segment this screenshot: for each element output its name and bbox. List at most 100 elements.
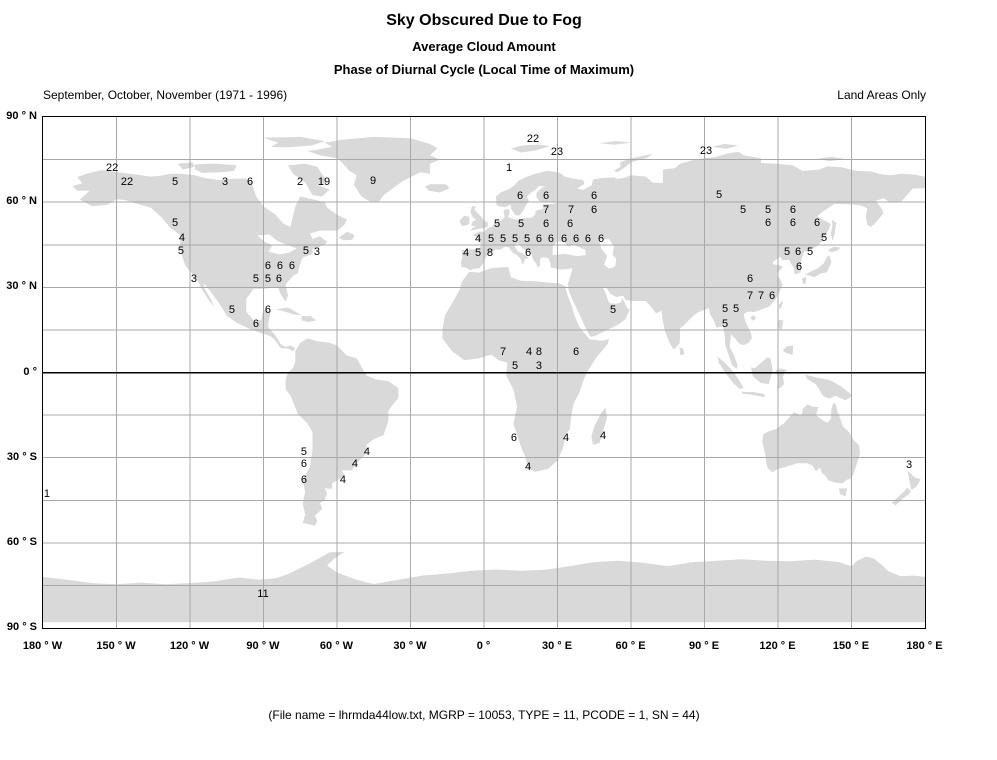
landmass-silhouette	[750, 315, 756, 321]
y-axis-tick-label: 0 °	[23, 365, 37, 378]
x-axis-tick-label: 60 ° W	[319, 640, 354, 652]
data-point-label: 6	[247, 176, 253, 188]
landmass-silhouette	[805, 374, 853, 401]
landmass-silhouette	[72, 170, 347, 352]
data-point-label: 6	[511, 432, 517, 444]
data-point-label: 4	[563, 432, 569, 444]
data-point-label: 2	[297, 176, 303, 188]
data-point-label: 1	[506, 162, 512, 174]
data-point-label: 6	[591, 190, 597, 202]
data-point-label: 6	[796, 261, 802, 273]
landmass-silhouette	[285, 338, 399, 526]
data-point-label: 4	[525, 461, 531, 473]
data-point-label: 6	[573, 346, 579, 358]
data-point-label: 5	[301, 446, 307, 458]
landmass-silhouette	[817, 156, 845, 162]
map-plot-area: 22 22 5 3 6 2 19 9 5 4 5 5 3 6 6 6 3 5 5 6 5 6 6 22 23 23 1 6 6 6 7 7 6 5…	[42, 116, 926, 629]
chart-subtitle-1: Average Cloud Amount	[412, 39, 556, 54]
data-point-label: 5	[500, 233, 506, 245]
y-axis-tick-label: 60 ° S	[6, 535, 37, 548]
x-axis-tick-label: 180 ° W	[22, 640, 63, 652]
data-point-label: 23	[700, 145, 712, 157]
season-period-label: September, October, November (1971 - 199…	[43, 88, 288, 102]
data-point-label: 4	[352, 458, 358, 470]
data-point-label: 7	[543, 204, 549, 216]
landmass-silhouette	[599, 141, 631, 145]
data-point-label: 6	[265, 260, 271, 272]
data-point-label: 5	[518, 218, 524, 230]
x-axis-tick-label: 0 °	[476, 640, 491, 652]
data-point-label: 5	[722, 303, 728, 315]
data-point-label: 6	[573, 233, 579, 245]
inland-sea	[599, 239, 617, 269]
data-point-label: 1	[44, 488, 50, 500]
file-caption: (File name = lhrmda44low.txt, MGRP = 100…	[268, 708, 700, 722]
data-point-label: 6	[525, 247, 531, 259]
data-point-label: 6	[289, 260, 295, 272]
landmass-silhouette	[827, 246, 841, 253]
data-point-label: 4	[475, 233, 481, 245]
data-point-label: 5	[524, 233, 530, 245]
landmass-silhouette	[679, 347, 685, 356]
data-point-label: 6	[543, 218, 549, 230]
landmass-silhouette	[830, 219, 837, 242]
data-point-label: 6	[747, 273, 753, 285]
data-point-label: 6	[814, 217, 820, 229]
x-axis-tick-label: 150 ° W	[96, 640, 136, 652]
landmass-silhouette	[263, 136, 325, 148]
landmass-silhouette	[425, 184, 450, 193]
data-point-label: 6	[795, 246, 801, 258]
data-point-label: 5	[494, 218, 500, 230]
data-point-label: 6	[301, 458, 307, 470]
data-point-label: 6	[301, 474, 307, 486]
landmass-silhouette	[711, 144, 739, 149]
x-axis-tick-label: 120 ° E	[759, 640, 796, 652]
landmass-silhouette	[777, 319, 784, 331]
y-axis-tick-label: 30 ° S	[6, 450, 37, 463]
data-point-label: 6	[548, 233, 554, 245]
landmass-silhouette	[460, 151, 925, 370]
data-point-label: 5	[821, 232, 827, 244]
landmass-silhouette	[470, 206, 489, 231]
landmass-silhouette	[177, 162, 195, 170]
data-point-label: 6	[598, 233, 604, 245]
data-point-label: 4	[463, 247, 469, 259]
y-axis-tick-label: 30 ° N	[6, 280, 37, 293]
landmass-silhouette	[194, 163, 237, 173]
landmass-silhouette	[838, 488, 848, 497]
landmass-silhouette	[762, 403, 861, 484]
landmass-silhouette	[907, 470, 921, 490]
y-axis-tick-label: 90 ° S	[6, 621, 37, 633]
data-point-label: 4	[179, 232, 185, 244]
data-point-label: 9	[370, 175, 376, 187]
data-point-label: 5	[512, 360, 518, 372]
x-axis-tick-label: 90 ° W	[246, 640, 280, 652]
data-point-label: 5	[807, 246, 813, 258]
data-point-label: 6	[790, 217, 796, 229]
data-point-label: 3	[222, 176, 228, 188]
x-axis-tick-label: 30 ° E	[541, 640, 573, 652]
data-point-label: 22	[527, 133, 539, 145]
data-point-label: 6	[561, 233, 567, 245]
landmass-silhouette	[288, 163, 330, 197]
landmass-silhouette	[510, 144, 551, 153]
data-point-label: 6	[585, 233, 591, 245]
landmass-silhouette	[338, 231, 355, 241]
y-axis-tick-label: 60 ° N	[6, 195, 37, 208]
land-areas-only-label: Land Areas Only	[837, 88, 926, 102]
landmass-silhouette	[775, 368, 787, 389]
data-point-label: 6	[517, 190, 523, 202]
data-point-label: 22	[121, 176, 133, 188]
data-point-label: 3	[906, 459, 912, 471]
data-point-label: 5	[610, 304, 616, 316]
data-point-label: 6	[277, 260, 283, 272]
data-point-label: 4	[340, 474, 346, 486]
data-point-label: 5	[303, 245, 309, 257]
data-point-label: 6	[543, 190, 549, 202]
data-point-label: 8	[536, 346, 542, 358]
data-point-label: 19	[318, 176, 330, 188]
data-point-label: 7	[500, 346, 506, 358]
data-point-label: 8	[487, 247, 493, 259]
